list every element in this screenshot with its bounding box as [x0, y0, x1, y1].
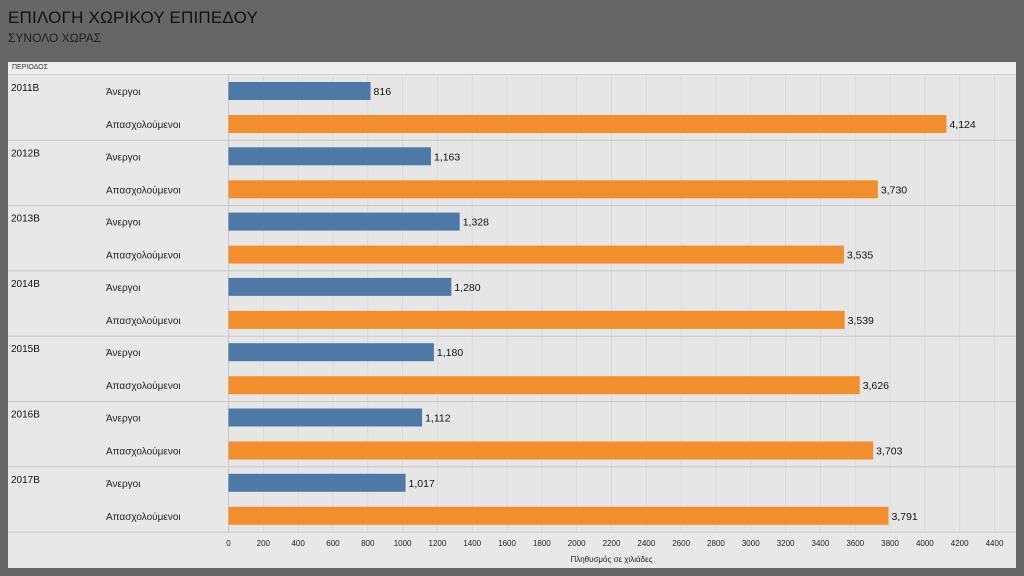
x-tick-label: 3400: [812, 539, 830, 548]
page-title: ΕΠΙΛΟΓΗ ΧΩΡΙΚΟΥ ΕΠΙΠΕΔΟΥ: [8, 8, 259, 27]
bar-value-label: 1,112: [425, 413, 451, 425]
x-tick-label: 2000: [568, 539, 586, 548]
measure-label: Άνεργοι: [106, 348, 140, 359]
x-tick-label: 3800: [881, 539, 899, 548]
measure-label: Απασχολούμενοι: [106, 250, 181, 262]
bar: [228, 115, 947, 133]
period-header-label: ΠΕΡΙΟΔΟΣ: [12, 64, 48, 71]
bar: [228, 212, 460, 231]
x-tick-label: 2400: [637, 539, 655, 548]
measure-label: Άνεργοι: [106, 218, 140, 229]
period-label: 2014B: [11, 279, 40, 290]
bar-value-label: 1,017: [409, 478, 435, 490]
x-tick-label: 1800: [533, 539, 551, 548]
period-label: 2015B: [11, 344, 40, 355]
bar-value-label: 3,535: [847, 250, 873, 262]
measure-label: Απασχολούμενοι: [106, 315, 181, 327]
x-tick-label: 4000: [916, 539, 934, 548]
x-tick-label: 3000: [742, 539, 760, 548]
x-tick-label: 1000: [394, 539, 412, 548]
x-tick-label: 4400: [986, 539, 1004, 548]
bar: [228, 343, 434, 362]
bar: [228, 473, 406, 492]
x-axis-title: Πληθυσμός σε χιλιάδες: [570, 555, 652, 564]
x-tick-label: 400: [291, 539, 305, 548]
x-tick-label: 3600: [846, 539, 864, 548]
bar-value-label: 816: [374, 86, 392, 98]
period-label: 2013B: [11, 214, 40, 225]
bar: [228, 277, 452, 296]
x-tick-label: 4200: [951, 539, 969, 548]
bar-value-label: 3,730: [881, 184, 907, 196]
measure-label: Άνεργοι: [106, 414, 140, 425]
period-label: 2011B: [11, 83, 40, 94]
x-tick-label: 1600: [498, 539, 516, 548]
x-tick-label: 1400: [463, 539, 481, 548]
period-label: 2012B: [11, 148, 40, 159]
x-tick-label: 2800: [707, 539, 725, 548]
x-tick-label: 2600: [672, 539, 690, 548]
bar-value-label: 3,539: [848, 315, 874, 327]
measure-label: Άνεργοι: [106, 152, 140, 163]
bar: [228, 245, 844, 264]
bar: [228, 408, 423, 427]
bar: [228, 376, 860, 395]
bar: [228, 506, 889, 525]
measure-label: Απασχολούμενοι: [106, 511, 181, 523]
bar-value-label: 1,180: [437, 347, 463, 359]
bar-value-label: 3,626: [863, 380, 889, 392]
chart-panel: ΠΕΡΙΟΔΟΣ 2011B Άνεργοι 816 Απασχολούμενοι 4,…: [8, 62, 1016, 568]
x-tick-label: 800: [361, 539, 375, 548]
x-tick-label: 200: [257, 539, 271, 548]
period-label: 2016B: [11, 410, 40, 421]
plot-area: [229, 75, 1016, 533]
measure-label: Απασχολούμενοι: [106, 380, 181, 392]
measure-label: Απασχολούμενοι: [106, 119, 181, 131]
period-label: 2017B: [11, 475, 40, 486]
bar: [228, 82, 371, 100]
bar-value-label: 1,328: [463, 217, 489, 229]
measure-label: Άνεργοι: [106, 479, 140, 490]
page-subtitle: ΣΥΝΟΛΟ ΧΩΡΑΣ: [8, 31, 102, 45]
x-tick-label: 0: [226, 539, 231, 548]
x-tick-label: 1200: [429, 539, 447, 548]
bar: [228, 441, 874, 460]
measure-label: Απασχολούμενοι: [106, 446, 181, 458]
measure-label: Άνεργοι: [106, 283, 140, 294]
bar: [228, 310, 845, 329]
bar-chart: 2011B Άνεργοι 816 Απασχολούμενοι 4,124 2012B Ά…: [8, 75, 1016, 564]
measure-label: Απασχολούμενοι: [106, 184, 181, 196]
bar-value-label: 1,163: [434, 151, 460, 163]
x-tick-label: 600: [326, 539, 340, 548]
bar: [228, 147, 431, 166]
measure-label: Άνεργοι: [106, 87, 140, 98]
bar-value-label: 3,703: [876, 446, 902, 458]
period-header: ΠΕΡΙΟΔΟΣ: [8, 62, 1016, 75]
bar-value-label: 4,124: [949, 119, 975, 131]
x-tick-label: 3200: [777, 539, 795, 548]
x-tick-label: 2200: [603, 539, 621, 548]
bar: [228, 180, 878, 199]
bar-value-label: 1,280: [454, 282, 480, 294]
bar-value-label: 3,791: [891, 511, 917, 523]
